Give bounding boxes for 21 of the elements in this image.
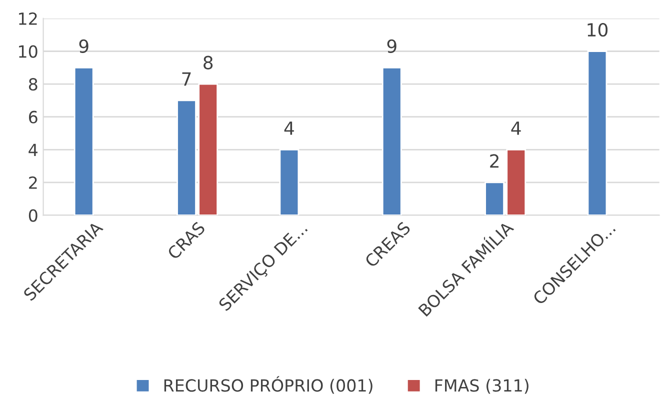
y-tick-label: 8 (28, 78, 38, 91)
data-label: 10 (588, 22, 608, 37)
bar (74, 66, 94, 216)
y-tick-label: 0 (28, 209, 38, 222)
y-tick-label: 2 (29, 176, 37, 189)
data-label: 4 (284, 122, 294, 135)
data-label: 9 (79, 39, 88, 54)
bar (587, 50, 608, 216)
y-tick-label: 4 (28, 144, 38, 156)
data-label: 9 (387, 39, 396, 54)
bar (382, 66, 402, 216)
data-label: 4 (511, 122, 521, 135)
data-label: 2 (490, 154, 498, 168)
data-label: 8 (204, 56, 213, 70)
legend-label: RECURSO PRÓPRIO (001) (164, 376, 372, 394)
bar (279, 148, 300, 216)
y-tick-label: 6 (28, 110, 38, 124)
legend-label: FMAS (311) (435, 378, 528, 394)
data-label: 7 (182, 72, 191, 86)
y-tick-label: 12 (19, 12, 37, 25)
y-tick-label: 10 (19, 45, 38, 58)
